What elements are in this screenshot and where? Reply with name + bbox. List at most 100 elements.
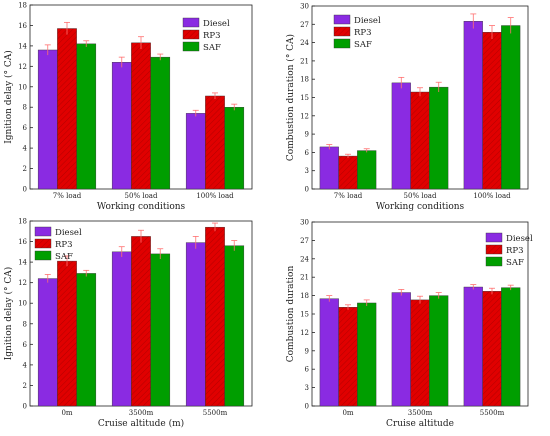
legend-label-saf: SAF [506, 258, 524, 268]
x-tick-label: 3500m [408, 409, 433, 417]
y-tick-label: 0 [23, 403, 27, 411]
x-tick-label: 50% load [125, 192, 158, 200]
legend-swatch-diesel [182, 17, 200, 28]
x-tick-label: 0m [61, 409, 72, 417]
y-tick-label: 12 [18, 63, 27, 71]
y-tick-label: 16 [18, 22, 27, 30]
legend: Diesel RP3 SAF [34, 226, 82, 262]
y-tick-label: 14 [18, 42, 27, 50]
y-tick-label: 21 [300, 274, 309, 282]
bar-diesel-1 [319, 146, 339, 190]
bar-hatch [57, 28, 77, 190]
legend-swatch-hatch [35, 239, 51, 248]
legend-label-diesel: Diesel [506, 234, 533, 244]
y-tick-label: 9 [305, 131, 309, 139]
y-axis-label: Combustion duration [286, 266, 296, 363]
y-tick-label: 8 [23, 104, 27, 112]
bar-diesel-2 [111, 251, 132, 407]
y-tick-label: 6 [305, 149, 310, 157]
x-tick-label: 5500m [480, 409, 505, 417]
y-tick-label: 3 [305, 384, 309, 392]
x-tick-label: 50% load [404, 192, 437, 200]
y-tick-label: 3 [305, 167, 309, 175]
y-tick-label: 0 [305, 186, 309, 194]
bar-saf-3 [224, 245, 245, 407]
legend-label-rp3: RP3 [55, 240, 73, 250]
legend-label-saf: SAF [55, 252, 73, 262]
legend-label-rp3: RP3 [354, 28, 372, 38]
y-tick-label: 24 [300, 255, 309, 263]
bar-hatch [131, 236, 151, 406]
bar-hatch [410, 299, 430, 406]
bar-saf-3 [501, 287, 521, 407]
y-tick-label: 8 [23, 320, 27, 328]
y-axis-label: Ignition delay (° CA) [3, 50, 14, 144]
y-tick-label: 6 [305, 366, 310, 374]
y-tick-label: 18 [300, 292, 309, 300]
x-axis-label: Working conditions [376, 202, 465, 212]
bar-diesel-3 [463, 286, 483, 407]
legend-label-saf: SAF [354, 40, 372, 50]
bar-saf-1 [76, 273, 97, 407]
legend-swatch-hatch [183, 30, 199, 39]
bar-saf-3 [224, 107, 245, 190]
y-tick-label: 27 [300, 237, 309, 245]
bar-hatch [338, 156, 358, 189]
legend-swatch-saf [485, 256, 503, 267]
y-tick-label: 15 [300, 311, 309, 319]
y-tick-label: 18 [18, 2, 27, 10]
bar-diesel-3 [185, 242, 206, 407]
bar-diesel-1 [37, 278, 58, 407]
bar-saf-3 [501, 25, 521, 190]
legend-swatch-saf [333, 38, 351, 49]
x-axis-label: Working conditions [97, 202, 186, 212]
y-tick-label: 4 [23, 361, 28, 369]
bar-saf-2 [429, 295, 449, 407]
legend-swatch-hatch [486, 245, 502, 254]
x-tick-label: 7% load [53, 192, 82, 200]
y-tick-label: 12 [18, 279, 27, 287]
y-tick-label: 30 [300, 3, 309, 11]
y-tick-label: 30 [300, 219, 309, 227]
bar-hatch [205, 95, 225, 189]
chart-panel-2: 0 3 6 9 12 15 18 21 24 27 30 7% load 50% load 100% lo… [285, 3, 529, 212]
chart-panel-3: 0 2 4 6 8 10 12 14 16 18 0m 3500m 5500m Cruise altitu… [3, 218, 253, 429]
y-tick-label: 14 [18, 259, 27, 267]
y-tick-label: 2 [23, 382, 27, 390]
x-axis-label: Cruise altitude (m) [98, 418, 184, 429]
bar-saf-1 [76, 43, 97, 190]
legend-swatch-saf [182, 41, 200, 52]
legend-swatch-diesel [333, 14, 351, 25]
y-tick-label: 18 [300, 76, 309, 84]
bar-saf-1 [357, 302, 377, 407]
y-tick-label: 12 [300, 112, 309, 120]
bar-saf-2 [150, 56, 171, 190]
bar-diesel-1 [37, 49, 58, 190]
legend-swatch-diesel [485, 232, 503, 243]
y-tick-label: 2 [23, 165, 27, 173]
legend-label-diesel: Diesel [354, 16, 381, 26]
legend-label-diesel: Diesel [55, 228, 82, 238]
legend: Diesel RP3 SAF [182, 17, 230, 53]
legend-swatch-hatch [334, 27, 350, 36]
x-tick-label: 0m [342, 409, 353, 417]
y-tick-label: 6 [23, 341, 28, 349]
y-tick-label: 0 [23, 186, 27, 194]
y-tick-label: 18 [18, 218, 27, 226]
chart-panel-1: 0 2 4 6 8 10 12 14 16 18 7% load 50% load 100% load W… [3, 2, 253, 212]
legend-label-saf: SAF [203, 43, 221, 53]
x-tick-label: 7% load [334, 192, 363, 200]
y-tick-label: 10 [18, 300, 27, 308]
legend-swatch-diesel [34, 226, 52, 237]
x-tick-label: 3500m [129, 409, 154, 417]
x-tick-label: 100% load [196, 192, 234, 200]
legend: Diesel RP3 SAF [333, 14, 381, 50]
bar-diesel-2 [391, 292, 411, 407]
y-tick-label: 0 [305, 403, 309, 411]
x-tick-label: 5500m [203, 409, 228, 417]
legend-label-rp3: RP3 [506, 246, 524, 256]
bar-hatch [482, 32, 502, 190]
y-tick-label: 12 [300, 329, 309, 337]
y-tick-label: 9 [305, 347, 309, 355]
